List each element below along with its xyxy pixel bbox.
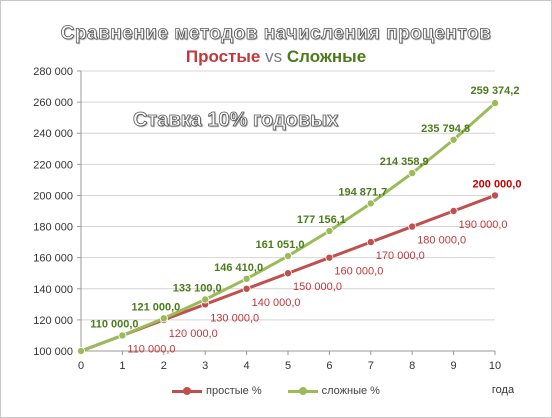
x-tick-label: 4 [244,360,250,372]
data-point [201,295,210,304]
x-tick-label: 9 [451,360,457,372]
data-point [325,253,334,262]
legend-label-compound: сложные % [321,385,380,397]
data-label-simple: 190 000,0 [459,219,508,231]
data-point [159,314,168,323]
subtitle-vs: vs [265,47,283,66]
data-point [325,226,334,235]
y-tick-label: 240 000 [33,128,73,140]
x-tick-label: 7 [368,360,374,372]
data-label-simple: 130 000,0 [210,312,259,324]
data-point [242,284,251,293]
subtitle-simple: Простые [185,47,261,66]
y-tick-label: 280 000 [33,66,73,78]
x-tick-label: 2 [161,360,167,372]
data-label-simple: 200 000,0 [473,178,522,190]
chart-subtitle: Простые vs Сложные [1,47,551,67]
data-point [490,191,499,200]
y-tick-label: 220 000 [33,159,73,171]
x-tick-label: 10 [489,360,501,372]
data-point [283,252,292,261]
data-label-compound: 194 871,7 [338,186,387,198]
data-label-compound: 121 000,0 [131,301,180,313]
data-label-compound: 177 156,1 [297,214,346,226]
y-tick-label: 160 000 [33,253,73,265]
x-tick-label: 0 [78,360,84,372]
data-label-compound: 161 051,0 [256,239,305,251]
data-point [118,331,127,340]
data-point [242,274,251,283]
data-point [408,222,417,231]
data-label-simple: 110 000,0 [127,343,175,355]
x-tick-label: 3 [202,360,208,372]
subtitle-compound: Сложные [286,47,367,66]
data-point [490,99,499,108]
y-tick-label: 120 000 [33,315,73,327]
legend: простые % сложные % [1,385,551,397]
rate-annotation: Ставка 10% годовых [133,109,339,132]
data-label-simple: 170 000,0 [376,250,425,262]
chart-title: Сравнение методов начисления процентов [60,23,492,45]
data-point [366,238,375,247]
data-label-compound: 133 100,0 [173,283,222,295]
data-point [366,199,375,208]
data-point [408,169,417,178]
data-label-simple: 160 000,0 [334,266,383,278]
x-tick-label: 1 [119,360,125,372]
data-label-simple: 140 000,0 [252,297,301,309]
x-tick-label: 6 [326,360,332,372]
legend-swatch-compound [287,386,318,396]
data-label-compound: 146 410,0 [214,262,263,274]
x-axis-label: года [492,384,515,396]
data-label-compound: 259 374,2 [471,85,520,97]
legend-label-simple: простые % [206,385,262,397]
y-tick-label: 260 000 [33,97,73,109]
y-tick-label: 140 000 [33,284,73,296]
data-label-compound: 235 794,8 [421,123,470,135]
data-point [77,346,86,355]
data-point [283,269,292,278]
legend-item-simple[interactable]: простые % [172,385,262,397]
legend-item-compound[interactable]: сложные % [287,385,380,397]
data-point [449,135,458,144]
data-label-simple: 120 000,0 [169,328,218,340]
data-label-compound: 214 358,9 [380,156,429,168]
data-point [449,206,458,215]
x-tick-label: 5 [285,360,291,372]
data-label-simple: 150 000,0 [293,281,342,293]
y-tick-label: 180 000 [33,222,73,234]
data-label-simple: 180 000,0 [417,235,466,247]
y-tick-label: 200 000 [33,190,73,202]
y-tick-label: 100 000 [33,346,73,358]
x-tick-label: 8 [409,360,415,372]
data-label-compound: 110 000,0 [90,318,138,330]
legend-swatch-simple [172,386,203,396]
